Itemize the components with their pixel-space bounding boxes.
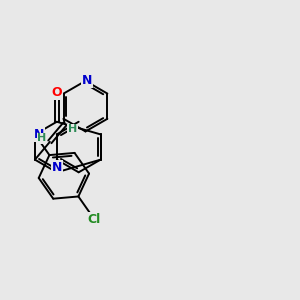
Text: O: O (52, 86, 62, 99)
Text: N: N (34, 128, 45, 141)
Text: N: N (52, 161, 62, 174)
Text: N: N (82, 74, 92, 87)
Text: H: H (37, 133, 46, 143)
Text: Cl: Cl (88, 213, 101, 226)
Text: H: H (68, 124, 77, 134)
